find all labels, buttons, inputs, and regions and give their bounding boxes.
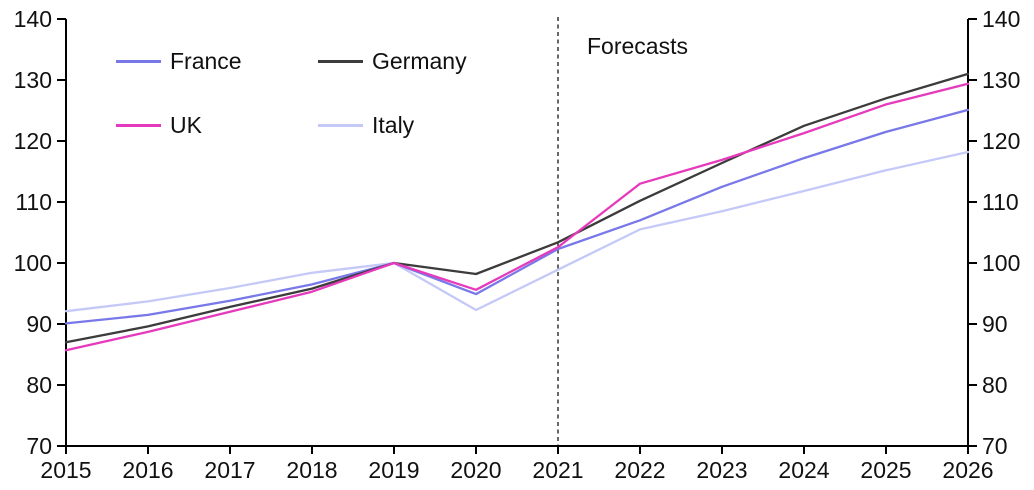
svg-text:2021: 2021 (532, 457, 583, 483)
svg-text:70: 70 (26, 433, 52, 459)
svg-text:120: 120 (14, 128, 52, 154)
svg-text:2016: 2016 (122, 457, 173, 483)
svg-text:2019: 2019 (368, 457, 419, 483)
svg-text:90: 90 (26, 311, 52, 337)
legend-label-france: France (170, 48, 242, 74)
svg-text:100: 100 (14, 250, 52, 276)
svg-text:70: 70 (982, 433, 1008, 459)
svg-text:90: 90 (982, 311, 1008, 337)
italy-line-swatch-icon (318, 123, 363, 127)
svg-text:2023: 2023 (696, 457, 747, 483)
france-line-swatch-icon (116, 59, 161, 63)
legend-item-uk: UK (116, 111, 202, 139)
svg-text:130: 130 (982, 67, 1020, 93)
legend-item-italy: Italy (318, 111, 414, 139)
forecasts-annotation: Forecasts (587, 33, 688, 59)
legend-label-germany: Germany (372, 48, 467, 74)
germany-line-swatch-icon (318, 59, 363, 63)
svg-text:120: 120 (982, 128, 1020, 154)
svg-text:2024: 2024 (778, 457, 829, 483)
svg-text:80: 80 (982, 372, 1008, 398)
svg-text:140: 140 (982, 6, 1020, 32)
legend-label-italy: Italy (372, 112, 415, 138)
svg-text:2026: 2026 (942, 457, 993, 483)
svg-text:100: 100 (982, 250, 1020, 276)
svg-text:2022: 2022 (614, 457, 665, 483)
svg-text:2015: 2015 (40, 457, 91, 483)
svg-text:2025: 2025 (860, 457, 911, 483)
svg-text:2017: 2017 (204, 457, 255, 483)
legend-label-uk: UK (170, 112, 202, 138)
uk-line-swatch-icon (116, 123, 161, 127)
svg-text:2018: 2018 (286, 457, 337, 483)
legend-item-france: France (116, 47, 242, 75)
svg-text:130: 130 (14, 67, 52, 93)
legend-item-germany: Germany (318, 47, 467, 75)
svg-text:110: 110 (982, 189, 1019, 215)
svg-text:80: 80 (26, 372, 52, 398)
svg-text:110: 110 (15, 189, 52, 215)
svg-text:2020: 2020 (450, 457, 501, 483)
svg-text:140: 140 (14, 6, 52, 32)
